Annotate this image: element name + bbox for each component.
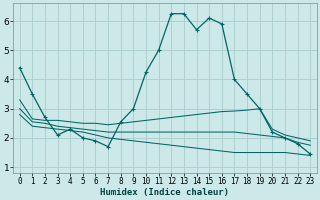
X-axis label: Humidex (Indice chaleur): Humidex (Indice chaleur) <box>100 188 229 197</box>
